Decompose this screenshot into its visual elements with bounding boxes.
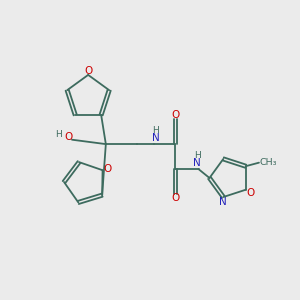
Text: N: N — [219, 197, 226, 207]
Text: H: H — [194, 151, 200, 160]
Text: O: O — [247, 188, 255, 198]
Text: N: N — [193, 158, 201, 168]
Text: O: O — [64, 132, 73, 142]
Text: O: O — [84, 66, 92, 76]
Text: H: H — [152, 126, 159, 135]
Text: O: O — [103, 164, 112, 174]
Text: O: O — [171, 110, 179, 120]
Text: N: N — [152, 133, 160, 142]
Text: CH₃: CH₃ — [259, 158, 277, 166]
Text: H: H — [55, 130, 62, 139]
Text: O: O — [171, 193, 179, 203]
